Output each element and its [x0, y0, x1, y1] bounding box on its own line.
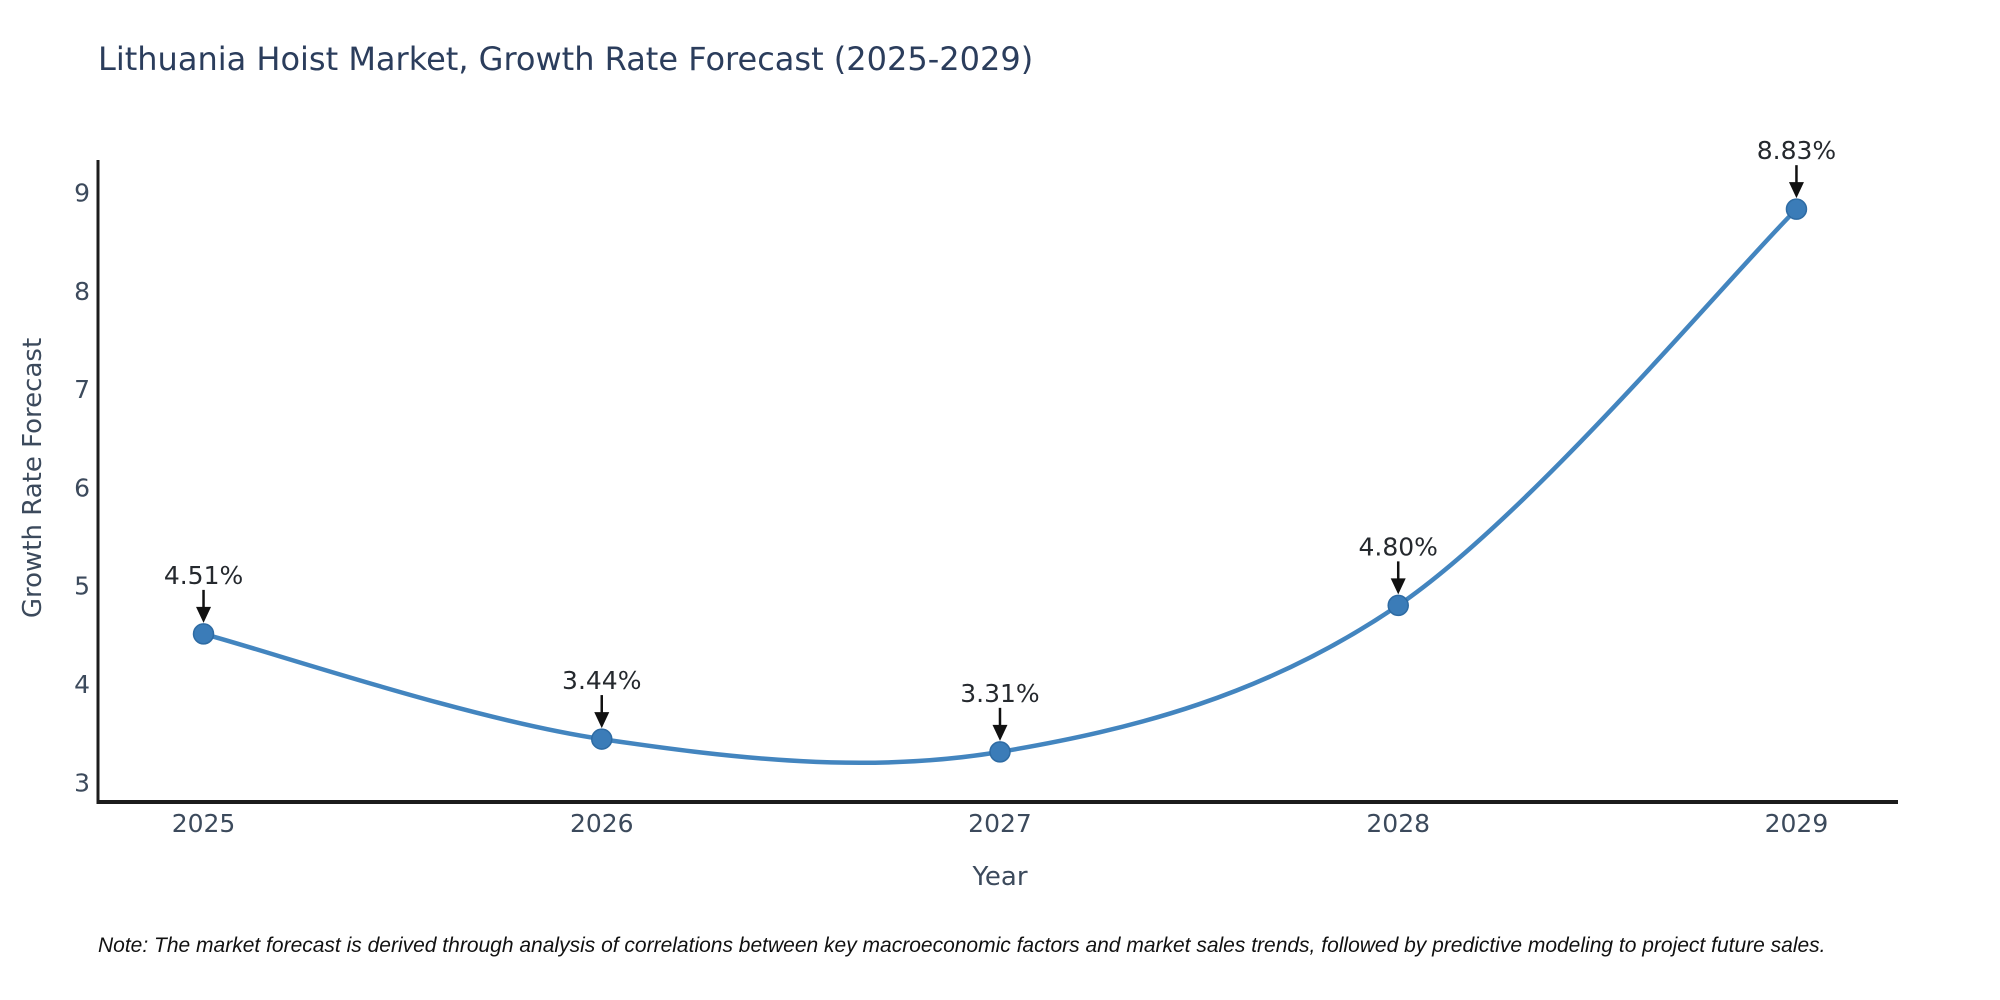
data-point-marker [989, 741, 1011, 763]
y-tick-label: 7 [74, 375, 90, 404]
annotation-arrowhead-icon [196, 606, 212, 623]
annotation-label: 8.83% [1757, 136, 1836, 165]
y-tick-label: 4 [74, 670, 90, 699]
annotation-label: 4.80% [1359, 532, 1438, 561]
annotation-arrowhead-icon [594, 712, 610, 729]
annotation-arrowhead-icon [992, 724, 1008, 741]
annotation-arrowhead-icon [1390, 578, 1406, 595]
footnote-text: Note: The market forecast is derived thr… [98, 934, 1826, 957]
y-tick-label: 9 [74, 178, 90, 207]
x-tick-label: 2026 [570, 809, 634, 838]
chart-title: Lithuania Hoist Market, Growth Rate Fore… [98, 40, 1034, 78]
y-tick-label: 5 [74, 572, 90, 601]
y-tick-label: 8 [74, 277, 90, 306]
x-tick-label: 2027 [968, 809, 1032, 838]
annotation-arrowhead-icon [1788, 182, 1804, 199]
data-point-marker [1785, 198, 1808, 220]
data-point-marker [1387, 594, 1409, 617]
data-point-marker [591, 728, 613, 750]
x-axis-title: Year [972, 862, 1028, 892]
annotation-label: 4.51% [164, 561, 243, 590]
annotation-label: 3.44% [562, 666, 641, 695]
x-tick-label: 2025 [172, 809, 236, 838]
y-tick-label: 3 [74, 768, 90, 797]
data-point-marker [192, 623, 215, 645]
x-tick-label: 2029 [1765, 809, 1829, 838]
annotation-label: 3.31% [960, 679, 1039, 708]
x-tick-label: 2028 [1366, 809, 1430, 838]
y-tick-label: 6 [74, 473, 90, 502]
